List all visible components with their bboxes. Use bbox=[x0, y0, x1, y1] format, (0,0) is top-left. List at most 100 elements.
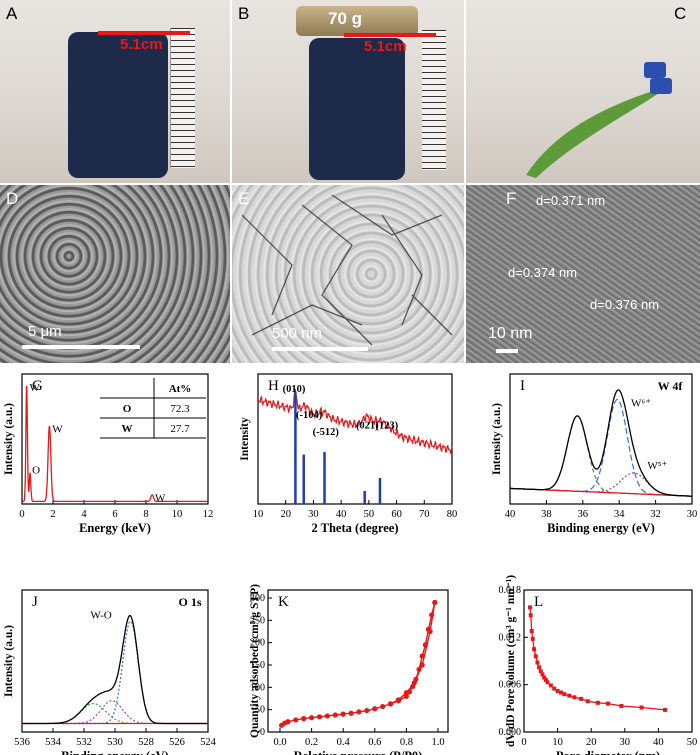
pore-point bbox=[639, 705, 644, 710]
panel-label-f: F bbox=[506, 189, 517, 208]
isotherm-point bbox=[406, 689, 413, 695]
x-axis-title: Relative pressure (P/P0) bbox=[294, 749, 423, 755]
plot-frame bbox=[267, 589, 449, 733]
weight-disk bbox=[296, 6, 418, 36]
x-tick-label: 0.6 bbox=[368, 737, 381, 748]
pore-point bbox=[548, 683, 553, 688]
fit-component bbox=[22, 620, 208, 725]
table-cell: O bbox=[123, 403, 132, 415]
panel-label-c: C bbox=[674, 4, 687, 23]
x-axis-title: Pore diameter (nm) bbox=[556, 749, 660, 755]
xrd-pattern bbox=[257, 387, 453, 456]
sample-cylinder bbox=[309, 38, 405, 180]
isotherm-point bbox=[403, 693, 409, 699]
panel-label: I bbox=[520, 378, 525, 394]
envelope bbox=[510, 389, 692, 497]
x-tick-label: 40 bbox=[505, 509, 516, 520]
x-tick-label: 20 bbox=[586, 737, 597, 748]
pore-point bbox=[595, 700, 600, 705]
y-axis-title: Intensity bbox=[239, 417, 251, 461]
pore-point bbox=[585, 699, 590, 704]
pore-point bbox=[530, 636, 535, 641]
y-tick-label: 50 bbox=[255, 705, 265, 716]
panel-label-b: B bbox=[238, 4, 250, 23]
x-tick-label: 20 bbox=[280, 509, 291, 520]
x-tick-label: 1.0 bbox=[431, 737, 444, 748]
pore-point bbox=[552, 686, 557, 691]
pore-point bbox=[533, 654, 538, 659]
x-tick-label: 526 bbox=[169, 737, 185, 748]
x-tick-label: 10 bbox=[253, 509, 264, 520]
isotherm-point bbox=[309, 715, 315, 721]
scale-text: 5 μm bbox=[28, 323, 62, 340]
y-axis-title: Quantity adsorbed (cm³/g STP) bbox=[249, 584, 261, 738]
fit-component bbox=[22, 703, 208, 725]
x-tick-label: 528 bbox=[138, 737, 154, 748]
peak-label: W bbox=[155, 493, 166, 505]
peak-label: W-O bbox=[90, 609, 111, 621]
measure-line bbox=[98, 31, 190, 35]
pore-point bbox=[528, 605, 533, 610]
scale-text: 500 nm bbox=[272, 325, 323, 342]
table-header: At% bbox=[169, 383, 192, 395]
isotherm-point bbox=[432, 599, 438, 606]
panel-label: L bbox=[534, 594, 543, 610]
x-tick-label: 50 bbox=[364, 509, 375, 520]
x-tick-label: 30 bbox=[308, 509, 319, 520]
sample-cylinder bbox=[68, 32, 168, 178]
y-tick-label: 0.006 bbox=[499, 680, 522, 691]
plot-frame bbox=[523, 589, 693, 733]
panel-label: G bbox=[32, 378, 43, 394]
pore-point bbox=[619, 703, 624, 708]
table-cell: W bbox=[122, 423, 133, 435]
pore-distribution-line bbox=[529, 607, 666, 711]
x-tick-label: 532 bbox=[76, 737, 92, 748]
peak-annotation: (-512) bbox=[313, 427, 340, 438]
x-tick-label: 50 bbox=[687, 737, 698, 748]
y-tick-label: 100 bbox=[250, 682, 265, 693]
x-tick-label: 0.0 bbox=[273, 737, 286, 748]
pore-point bbox=[572, 695, 577, 700]
measure-text: 5.1cm bbox=[120, 36, 163, 53]
x-tick-label: 38 bbox=[541, 509, 552, 520]
leaf-illustration bbox=[526, 62, 672, 178]
fit-component bbox=[22, 700, 208, 725]
photo-panel-b: 70 g 5.1cm B bbox=[232, 0, 464, 183]
x-tick-label: 534 bbox=[45, 737, 62, 748]
x-axis-title: Binding energy (eV) bbox=[61, 749, 169, 755]
plot-frame bbox=[509, 373, 693, 505]
panel-label: K bbox=[278, 594, 289, 610]
pore-point bbox=[543, 677, 548, 682]
x-axis-title: Energy (keV) bbox=[79, 521, 151, 535]
pore-point bbox=[562, 692, 567, 697]
pore-point bbox=[542, 675, 547, 680]
x-tick-label: 530 bbox=[107, 737, 123, 748]
y-tick-label: 200 bbox=[250, 638, 265, 649]
x-tick-label: 36 bbox=[578, 509, 589, 520]
isotherm-point bbox=[316, 714, 323, 720]
weight-text: 70 g bbox=[328, 9, 363, 28]
y-tick-label: 0 bbox=[260, 727, 265, 738]
scale-bar bbox=[272, 347, 368, 351]
x-tick-label: 40 bbox=[653, 737, 664, 748]
pore-point bbox=[538, 669, 543, 674]
isotherm-point bbox=[410, 683, 416, 690]
d-spacing-3: d=0.376 nm bbox=[590, 297, 660, 312]
isotherm-point bbox=[413, 676, 419, 682]
y-tick-label: 250 bbox=[250, 615, 265, 626]
x-tick-label: 0.8 bbox=[400, 737, 413, 748]
isotherm-point bbox=[419, 662, 425, 668]
x-tick-label: 524 bbox=[200, 737, 217, 748]
x-tick-label: 6 bbox=[112, 509, 117, 520]
peak-annotation: (010) bbox=[283, 384, 306, 395]
pore-point bbox=[540, 672, 545, 677]
plot-frame bbox=[21, 589, 209, 733]
pore-point bbox=[537, 665, 542, 670]
pore-point bbox=[567, 693, 572, 698]
x-tick-label: 34 bbox=[614, 509, 625, 520]
isotherm-point bbox=[348, 710, 354, 716]
isotherm-point bbox=[422, 642, 428, 648]
x-axis-title: 2 Theta (degree) bbox=[311, 521, 398, 535]
x-tick-label: 0 bbox=[19, 509, 24, 520]
x-tick-label: 0 bbox=[521, 737, 526, 748]
